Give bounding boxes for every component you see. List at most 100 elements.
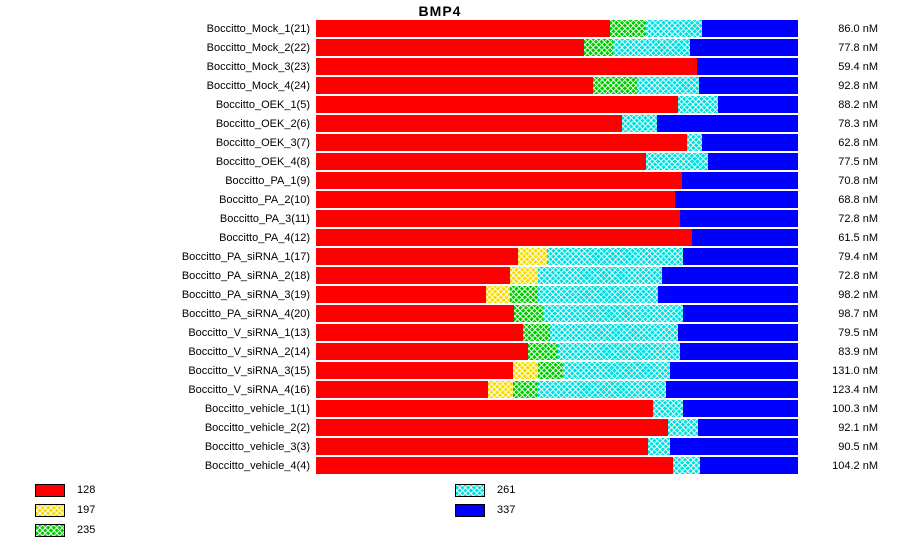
row-value: 123.4 nM bbox=[832, 383, 878, 396]
row-value: 79.4 nM bbox=[838, 250, 878, 263]
chart-row: Boccitto_vehicle_1(1) 100.3 nM bbox=[0, 399, 878, 418]
row-value: 100.3 nM bbox=[832, 402, 878, 415]
row-value: 83.9 nM bbox=[838, 345, 878, 358]
row-label: Boccitto_vehicle_1(1) bbox=[204, 402, 310, 415]
row-value: 104.2 nM bbox=[832, 459, 878, 472]
row-value: 92.8 nM bbox=[838, 79, 878, 92]
bar-segment-128 bbox=[316, 96, 678, 113]
bar-segment-235 bbox=[583, 39, 614, 56]
bar-segment-261 bbox=[538, 381, 667, 398]
bar-segment-128 bbox=[316, 286, 486, 303]
row-label: Boccitto_V_siRNA_1(13) bbox=[188, 326, 310, 339]
legend-swatch-128 bbox=[35, 483, 65, 497]
bar-segment-197 bbox=[510, 267, 539, 284]
row-label: Boccitto_OEK_4(8) bbox=[215, 155, 310, 168]
legend-swatch-197 bbox=[35, 503, 65, 517]
chart-row: Boccitto_vehicle_4(4) 104.2 nM bbox=[0, 456, 878, 475]
bar-segment-128 bbox=[316, 305, 514, 322]
stacked-bar bbox=[316, 191, 798, 208]
bar-segment-261 bbox=[557, 343, 680, 360]
bar-segment-337 bbox=[670, 362, 798, 379]
bar-segment-337 bbox=[701, 20, 798, 37]
bar-segment-261 bbox=[646, 20, 702, 37]
bar-segment-128 bbox=[316, 210, 680, 227]
bar-segment-337 bbox=[707, 153, 798, 170]
stacked-bar bbox=[316, 172, 798, 189]
bar-segment-261 bbox=[636, 77, 700, 94]
row-label: Boccitto_PA_3(11) bbox=[219, 212, 310, 225]
bar-segment-337 bbox=[679, 343, 798, 360]
row-label: Boccitto_V_siRNA_3(15) bbox=[188, 364, 310, 377]
legend-label: 128 bbox=[77, 484, 96, 496]
bar-segment-128 bbox=[316, 419, 668, 436]
stacked-bar bbox=[316, 438, 798, 455]
legend-column: 261 337 bbox=[455, 480, 515, 520]
chart-row: Boccitto_Mock_3(23) 59.4 nM bbox=[0, 57, 878, 76]
bar-segment-261 bbox=[550, 324, 679, 341]
bar-segment-128 bbox=[316, 324, 524, 341]
chart-row: Boccitto_vehicle_3(3) 90.5 nM bbox=[0, 437, 878, 456]
bar-segment-261 bbox=[677, 96, 719, 113]
stacked-bar bbox=[316, 400, 798, 417]
bar-segment-197 bbox=[488, 381, 514, 398]
bar-segment-128 bbox=[316, 343, 529, 360]
legend-label: 337 bbox=[497, 504, 516, 516]
legend: 128 197 235 261 337 bbox=[0, 480, 900, 542]
bar-segment-261 bbox=[563, 362, 671, 379]
bar-segment-128 bbox=[316, 58, 697, 75]
bar-segment-261 bbox=[687, 134, 702, 151]
chart-row: Boccitto_PA_siRNA_4(20) 98.7 nM bbox=[0, 304, 878, 323]
bar-segment-337 bbox=[670, 438, 798, 455]
legend-swatch-235 bbox=[35, 523, 65, 537]
row-label: Boccitto_OEK_3(7) bbox=[215, 136, 310, 149]
bar-segment-337 bbox=[699, 457, 798, 474]
bar-segment-128 bbox=[316, 267, 511, 284]
stacked-bar bbox=[316, 305, 798, 322]
bar-segment-128 bbox=[316, 191, 676, 208]
bar-segment-337 bbox=[701, 134, 798, 151]
bar-segment-261 bbox=[653, 400, 684, 417]
bar-segment-261 bbox=[622, 115, 657, 132]
bar-segment-128 bbox=[316, 362, 514, 379]
chart-row: Boccitto_V_siRNA_3(15) 131.0 nM bbox=[0, 361, 878, 380]
bar-segment-128 bbox=[316, 248, 519, 265]
stacked-bar bbox=[316, 134, 798, 151]
stacked-bar bbox=[316, 96, 798, 113]
chart-row: Boccitto_PA_siRNA_2(18) 72.8 nM bbox=[0, 266, 878, 285]
legend-label: 235 bbox=[77, 524, 96, 536]
bar-segment-337 bbox=[683, 400, 798, 417]
row-label: Boccitto_PA_1(9) bbox=[225, 174, 310, 187]
bar-segment-337 bbox=[696, 58, 798, 75]
bar-segment-337 bbox=[683, 248, 798, 265]
bar-segment-197 bbox=[485, 286, 510, 303]
row-value: 70.8 nM bbox=[838, 174, 878, 187]
bar-segment-337 bbox=[697, 419, 798, 436]
row-value: 61.5 nM bbox=[838, 231, 878, 244]
chart-row: Boccitto_PA_1(9) 70.8 nM bbox=[0, 171, 878, 190]
bar-segment-128 bbox=[316, 457, 673, 474]
bar-segment-128 bbox=[316, 153, 647, 170]
bar-segment-337 bbox=[691, 229, 798, 246]
legend-item: 128 bbox=[35, 480, 95, 500]
row-value: 78.3 nM bbox=[838, 117, 878, 130]
legend-item: 197 bbox=[35, 500, 95, 520]
row-value: 72.8 nM bbox=[838, 212, 878, 225]
bar-segment-235 bbox=[513, 305, 544, 322]
stacked-bar bbox=[316, 115, 798, 132]
row-label: Boccitto_Mock_1(21) bbox=[206, 22, 310, 35]
row-label: Boccitto_V_siRNA_4(16) bbox=[188, 383, 310, 396]
row-label: Boccitto_Mock_4(24) bbox=[206, 79, 310, 92]
stacked-bar bbox=[316, 39, 798, 56]
row-label: Boccitto_V_siRNA_2(14) bbox=[188, 345, 310, 358]
bar-segment-337 bbox=[679, 210, 798, 227]
bar-segment-128 bbox=[316, 77, 594, 94]
bar-segment-261 bbox=[648, 438, 671, 455]
stacked-bar bbox=[316, 362, 798, 379]
chart-row: Boccitto_PA_siRNA_1(17) 79.4 nM bbox=[0, 247, 878, 266]
bar-segment-235 bbox=[523, 324, 551, 341]
bar-segment-261 bbox=[646, 153, 708, 170]
legend-column: 128 197 235 bbox=[35, 480, 95, 540]
chart-row: Boccitto_PA_2(10) 68.8 nM bbox=[0, 190, 878, 209]
bar-segment-261 bbox=[613, 39, 691, 56]
bar-segment-235 bbox=[528, 343, 558, 360]
